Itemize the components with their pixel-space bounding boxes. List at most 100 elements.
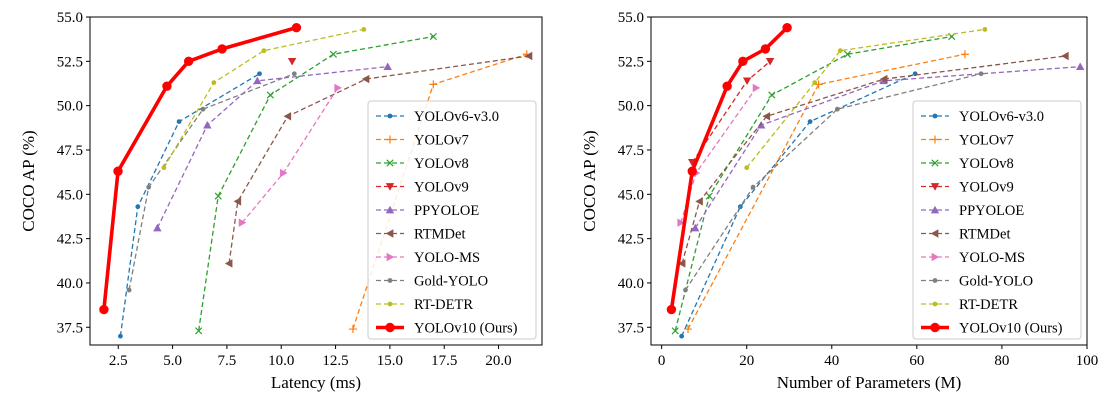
data-point-rt-detr-2 bbox=[812, 80, 818, 85]
x-tick-label: 20 bbox=[739, 353, 754, 369]
y-tick-label: 55.0 bbox=[618, 10, 644, 26]
chart-panel-2: 0 20 40 60 80 100 37.5 40.0 42.5 45.0 47.5 50.0 52.5… bbox=[580, 10, 1098, 392]
data-point-rt-detr-4 bbox=[982, 27, 988, 32]
series-line-ppyoloe bbox=[694, 65, 1081, 229]
legend-entry-yolov6-v3-0: YOLOv6-v3.0 bbox=[921, 109, 1044, 125]
data-point-yolov10-ours-5 bbox=[760, 44, 771, 54]
legend-entry-yolov6-v3-0: YOLOv6-v3.0 bbox=[376, 109, 499, 125]
legend-marker bbox=[386, 252, 395, 262]
x-tick-label: 60 bbox=[909, 353, 924, 369]
data-point-yolov6-v3-0-3 bbox=[176, 119, 182, 125]
data-point-gold-yolo-4 bbox=[978, 71, 984, 77]
y-tick-label: 47.5 bbox=[57, 143, 83, 159]
data-point-yolov7-1 bbox=[684, 325, 693, 334]
data-point-yolov10-ours-1 bbox=[99, 304, 109, 315]
data-point-gold-yolo-3 bbox=[200, 106, 206, 112]
data-point-rtmdet-1 bbox=[677, 259, 686, 268]
y-axis-label: COCO AP (%) bbox=[19, 130, 38, 231]
series-yolo-ms bbox=[238, 83, 342, 227]
x-tick-label: 2.5 bbox=[109, 353, 128, 369]
series-yolov10-ours bbox=[99, 22, 302, 315]
y-tick-label: 52.5 bbox=[618, 54, 644, 70]
data-point-gold-yolo-1 bbox=[126, 287, 132, 293]
legend-entry-rtmdet: RTMDet bbox=[376, 227, 466, 243]
legend-entry-gold-yolo: Gold-YOLO bbox=[921, 274, 1033, 290]
legend-label: Gold-YOLO bbox=[959, 274, 1033, 290]
y-tick-label: 37.5 bbox=[618, 320, 644, 336]
data-point-yolov10-ours-1 bbox=[666, 304, 677, 315]
legend-marker bbox=[385, 229, 394, 238]
plot-frame bbox=[650, 16, 1088, 346]
legend-entry-gold-yolo: Gold-YOLO bbox=[376, 274, 488, 290]
data-point-rtmdet-4 bbox=[361, 74, 370, 84]
legend-marker bbox=[931, 252, 940, 262]
x-axis-label: Latency (ms) bbox=[271, 373, 361, 392]
legend-label: YOLOv6-v3.0 bbox=[414, 109, 499, 125]
data-point-yolov10-ours-4 bbox=[738, 56, 748, 67]
data-point-gold-yolo-2 bbox=[146, 184, 152, 190]
data-point-yolov8-2 bbox=[214, 192, 222, 200]
legend-entry-yolo-ms: YOLO-MS bbox=[376, 250, 480, 266]
data-point-yolo-ms-3 bbox=[334, 83, 342, 93]
legend-label: RT-DETR bbox=[959, 297, 1018, 313]
legend: YOLOv6-v3.0 YOLOv7 YOLOv8 YOLOv9 PPYOLOE RTMD… bbox=[367, 100, 537, 340]
series-yolov9 bbox=[688, 57, 775, 167]
chart-panel-1: 2.5 5.0 7.5 10.0 12.5 15.0 17.5 20.0 37.5 40.0 42.… bbox=[19, 10, 543, 392]
data-point-yolov7-2 bbox=[429, 80, 438, 89]
data-point-ppyoloe-4 bbox=[1075, 62, 1085, 71]
x-tick-label: 15.0 bbox=[377, 353, 403, 369]
x-axis-label: Number of Parameters (M) bbox=[777, 373, 962, 392]
legend-marker bbox=[932, 278, 938, 283]
data-point-yolov8-4 bbox=[843, 50, 852, 58]
legend-entry-yolov8: YOLOv8 bbox=[376, 156, 469, 172]
series-yolov6-v3-0 bbox=[118, 71, 262, 339]
legend-entry-yolov9: YOLOv9 bbox=[921, 180, 1014, 196]
x-tick-label: 17.5 bbox=[431, 353, 457, 369]
legend-marker bbox=[931, 159, 939, 167]
x-tick-label: 100 bbox=[1076, 353, 1099, 369]
data-point-yolov10-ours-3 bbox=[722, 81, 732, 91]
legend-label: YOLOv7 bbox=[414, 133, 469, 149]
data-point-yolov9-1 bbox=[287, 57, 297, 66]
data-point-rtmdet-5 bbox=[1061, 51, 1069, 61]
data-point-yolov9-3 bbox=[765, 57, 775, 66]
legend-entry-yolov10-ours: YOLOv10 (Ours) bbox=[921, 321, 1063, 337]
series-gold-yolo bbox=[683, 71, 984, 293]
data-point-yolo-ms-2 bbox=[280, 168, 288, 178]
legend-marker bbox=[932, 113, 938, 119]
legend-entry-rt-detr: RT-DETR bbox=[376, 297, 473, 313]
data-point-yolov10-ours-4 bbox=[183, 56, 194, 67]
legend-label: YOLOv9 bbox=[959, 180, 1014, 196]
data-point-yolov10-ours-2 bbox=[687, 166, 697, 176]
legend-marker bbox=[385, 322, 395, 333]
series-ppyoloe bbox=[153, 62, 392, 232]
series-yolov9 bbox=[287, 57, 297, 66]
legend-label: YOLOv10 (Ours) bbox=[959, 321, 1063, 337]
data-point-yolov9-1 bbox=[688, 159, 697, 167]
legend-marker bbox=[387, 278, 393, 283]
legend-marker bbox=[385, 205, 395, 214]
data-point-rtmdet-2 bbox=[233, 197, 242, 206]
legend-label: YOLOv8 bbox=[414, 156, 469, 172]
series-line-yolo-ms bbox=[241, 87, 339, 224]
data-point-rtmdet-4 bbox=[879, 74, 888, 84]
data-point-ppyoloe-2 bbox=[756, 120, 766, 129]
data-point-rt-detr-1 bbox=[744, 165, 750, 171]
legend-label: PPYOLOE bbox=[959, 203, 1024, 219]
data-point-yolov8-3 bbox=[266, 91, 274, 99]
y-tick-label: 45.0 bbox=[57, 187, 83, 203]
legend-label: PPYOLOE bbox=[414, 203, 479, 219]
data-point-gold-yolo-3 bbox=[834, 106, 840, 112]
legend: YOLOv6-v3.0 YOLOv7 YOLOv8 YOLOv9 PPYOLOE RTMD… bbox=[912, 100, 1082, 340]
data-point-rt-detr-3 bbox=[261, 48, 267, 54]
series-line-rt-detr bbox=[746, 28, 986, 169]
legend-marker bbox=[930, 183, 940, 191]
data-point-rtmdet-5 bbox=[524, 51, 533, 61]
x-tick-label: 10.0 bbox=[268, 353, 294, 369]
legend-label: YOLOv8 bbox=[959, 156, 1014, 172]
legend-label: YOLO-MS bbox=[959, 250, 1025, 266]
series-rt-detr bbox=[744, 27, 988, 171]
data-point-yolov8-2 bbox=[705, 192, 713, 200]
series-line-ppyoloe bbox=[156, 65, 388, 229]
y-tick-label: 55.0 bbox=[57, 10, 83, 26]
